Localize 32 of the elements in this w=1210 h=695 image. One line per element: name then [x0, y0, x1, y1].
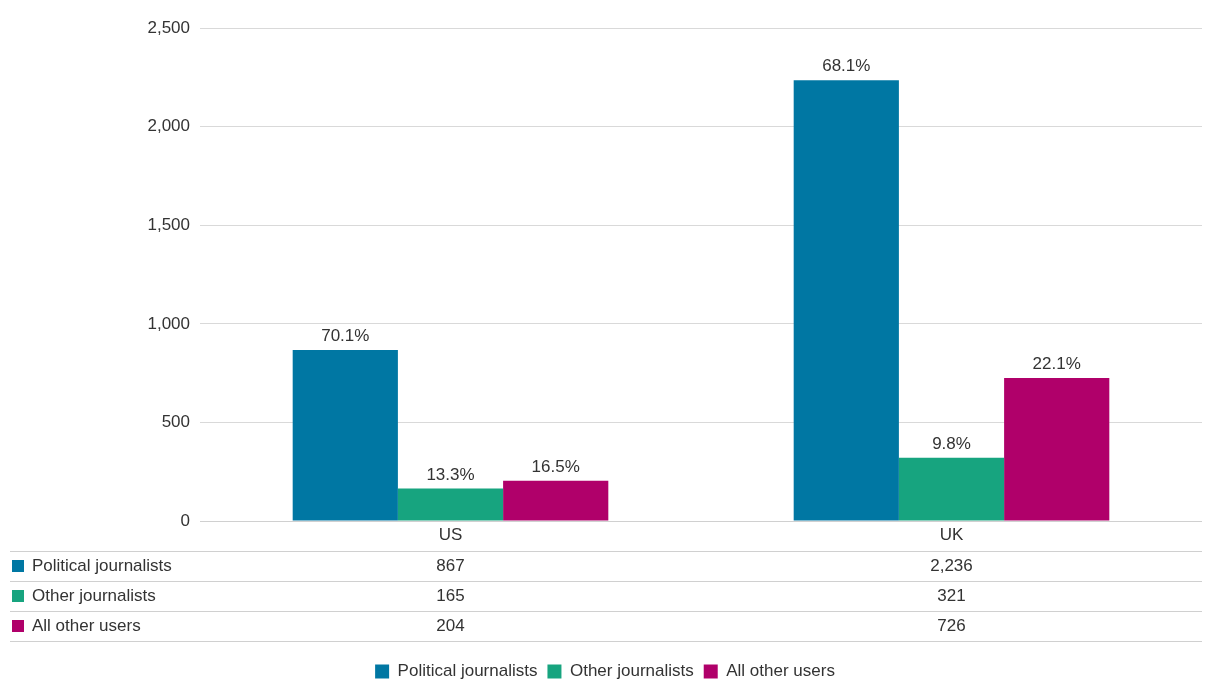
- x-tick-label: US: [438, 524, 463, 544]
- legend-label: Other journalists: [569, 661, 694, 681]
- y-tick-label: 0: [180, 510, 190, 530]
- data-label: 867: [436, 555, 465, 575]
- data-label: 2,236: [930, 555, 973, 575]
- annotation: 70.1%: [321, 326, 370, 346]
- bar: [793, 80, 899, 521]
- bar: [503, 480, 609, 521]
- annotation: 22.1%: [1032, 354, 1081, 374]
- legend-label: All other users: [726, 661, 835, 681]
- data-label: 204: [436, 615, 465, 635]
- text: All other users: [32, 615, 141, 635]
- bar: [397, 488, 504, 521]
- bar: [292, 350, 398, 521]
- text: Political journalists: [397, 661, 538, 681]
- annotation: 68.1%: [822, 56, 871, 76]
- y-tick-label: 1,500: [147, 215, 190, 235]
- bar: [898, 457, 1005, 521]
- legend-label: Political journalists: [32, 555, 172, 575]
- data-label: 726: [937, 615, 966, 635]
- text: Other journalists: [32, 585, 156, 605]
- annotation: 13.3%: [426, 464, 475, 484]
- annotation: 16.5%: [531, 456, 580, 476]
- bar: [1004, 377, 1110, 521]
- y-tick-label: 1,000: [147, 313, 190, 333]
- x-tick-label: UK: [939, 524, 964, 544]
- data-label: 321: [937, 585, 966, 605]
- data-label: 165: [436, 585, 465, 605]
- y-tick-label: 2,500: [147, 17, 190, 37]
- annotation: 9.8%: [932, 433, 971, 453]
- y-tick-label: 500: [161, 412, 190, 432]
- y-tick-label: 2,000: [147, 116, 190, 136]
